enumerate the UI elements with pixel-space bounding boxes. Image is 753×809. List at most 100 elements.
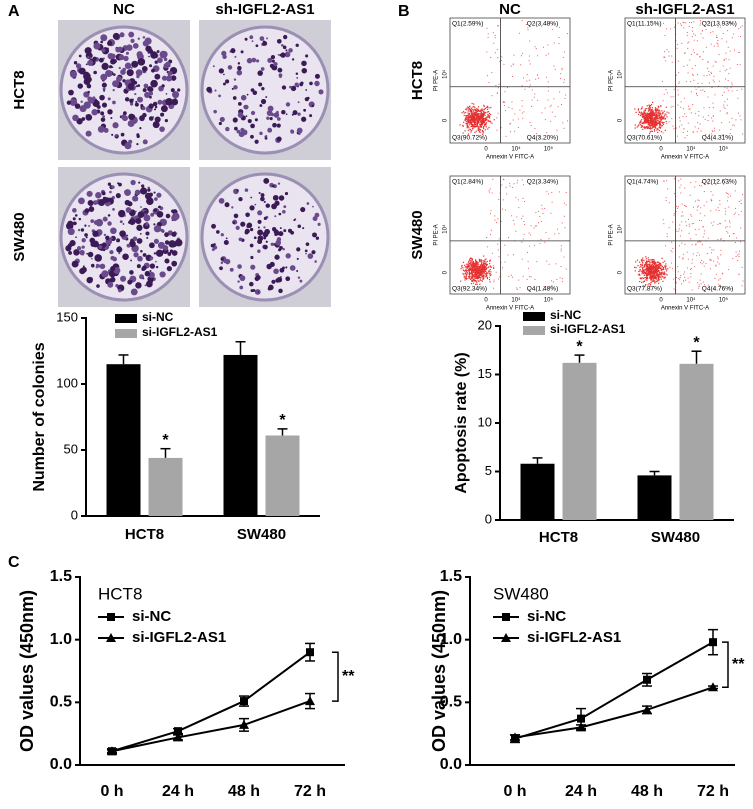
event-dot <box>651 281 652 282</box>
event-dot <box>496 130 497 131</box>
colony <box>102 191 106 195</box>
event-dot <box>687 131 688 132</box>
colony <box>171 232 176 237</box>
event-dot <box>732 84 733 85</box>
event-dot <box>470 115 471 116</box>
event-dot <box>465 266 466 267</box>
colony <box>135 282 141 288</box>
event-dot <box>548 100 549 101</box>
colony <box>271 243 274 246</box>
event-dot <box>732 90 733 91</box>
event-dot <box>493 288 494 289</box>
event-dot <box>481 269 482 270</box>
colony <box>110 54 115 59</box>
colony <box>259 104 262 107</box>
event-dot <box>700 33 701 34</box>
event-dot <box>639 274 640 275</box>
colony <box>68 251 72 255</box>
y-tick-label: 1.5 <box>50 568 72 585</box>
colony <box>75 103 80 108</box>
event-dot <box>550 213 551 214</box>
event-dot <box>684 205 685 206</box>
event-dot <box>674 178 675 179</box>
event-dot <box>681 101 682 102</box>
event-dot <box>524 234 525 235</box>
colony <box>252 58 257 63</box>
quadrant-label: Q2(3.34%) <box>527 179 558 186</box>
event-dot <box>503 199 504 200</box>
event-dot <box>493 267 494 268</box>
colony <box>221 257 224 260</box>
event-dot <box>690 195 691 196</box>
event-dot <box>663 262 664 263</box>
x-axis-label: Annexin V FITC-A <box>486 306 534 312</box>
event-dot <box>725 208 726 209</box>
event-dot <box>719 204 720 205</box>
event-dot <box>677 105 678 106</box>
colony <box>107 221 111 225</box>
colony <box>72 115 79 122</box>
event-dot <box>692 289 693 290</box>
colony <box>136 51 142 57</box>
event-dot <box>717 256 718 257</box>
event-dot <box>707 62 708 63</box>
colony <box>72 208 77 213</box>
colony <box>92 231 98 237</box>
event-dot <box>699 220 700 221</box>
event-dot <box>468 130 469 131</box>
colony <box>80 105 87 112</box>
event-dot <box>718 284 719 285</box>
event-dot <box>663 57 664 58</box>
colony <box>298 101 300 103</box>
event-dot <box>470 131 471 132</box>
event-dot <box>735 212 736 213</box>
event-dot <box>472 273 473 274</box>
colony <box>221 262 223 264</box>
event-dot <box>476 131 477 132</box>
event-dot <box>651 128 652 129</box>
event-dot <box>679 117 680 118</box>
event-dot <box>685 221 686 222</box>
event-dot <box>540 239 541 240</box>
event-dot <box>718 210 719 211</box>
event-dot <box>727 105 728 106</box>
colony <box>279 268 284 273</box>
event-dot <box>720 239 721 240</box>
event-dot <box>659 277 660 278</box>
event-dot <box>505 209 506 210</box>
colony <box>130 39 134 43</box>
event-dot <box>522 85 523 86</box>
event-dot <box>649 283 650 284</box>
colony <box>166 214 171 219</box>
event-dot <box>468 113 469 114</box>
event-dot <box>465 277 466 278</box>
colony <box>93 71 97 75</box>
event-dot <box>651 273 652 274</box>
event-dot <box>719 263 720 264</box>
event-dot <box>515 197 516 198</box>
event-dot <box>536 48 537 49</box>
event-dot <box>664 115 665 116</box>
event-dot <box>740 27 741 28</box>
event-dot <box>709 247 710 248</box>
colony <box>68 90 74 96</box>
event-dot <box>656 112 657 113</box>
event-dot <box>654 131 655 132</box>
event-dot <box>468 262 469 263</box>
colony <box>222 55 226 59</box>
colony <box>237 280 239 282</box>
x-tick-label: 0 <box>484 298 488 304</box>
event-dot <box>723 66 724 67</box>
event-dot <box>535 226 536 227</box>
event-dot <box>483 274 484 275</box>
quadrant-label: Q4(1.48%) <box>527 286 558 293</box>
event-dot <box>651 123 652 124</box>
event-dot <box>695 113 696 114</box>
event-dot <box>720 71 721 72</box>
event-dot <box>476 122 477 123</box>
event-dot <box>658 270 659 271</box>
event-dot <box>461 112 462 113</box>
colony <box>86 63 88 65</box>
colony <box>82 238 86 242</box>
event-dot <box>472 103 473 104</box>
